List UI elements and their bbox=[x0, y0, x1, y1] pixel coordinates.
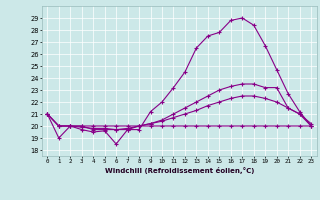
X-axis label: Windchill (Refroidissement éolien,°C): Windchill (Refroidissement éolien,°C) bbox=[105, 167, 254, 174]
